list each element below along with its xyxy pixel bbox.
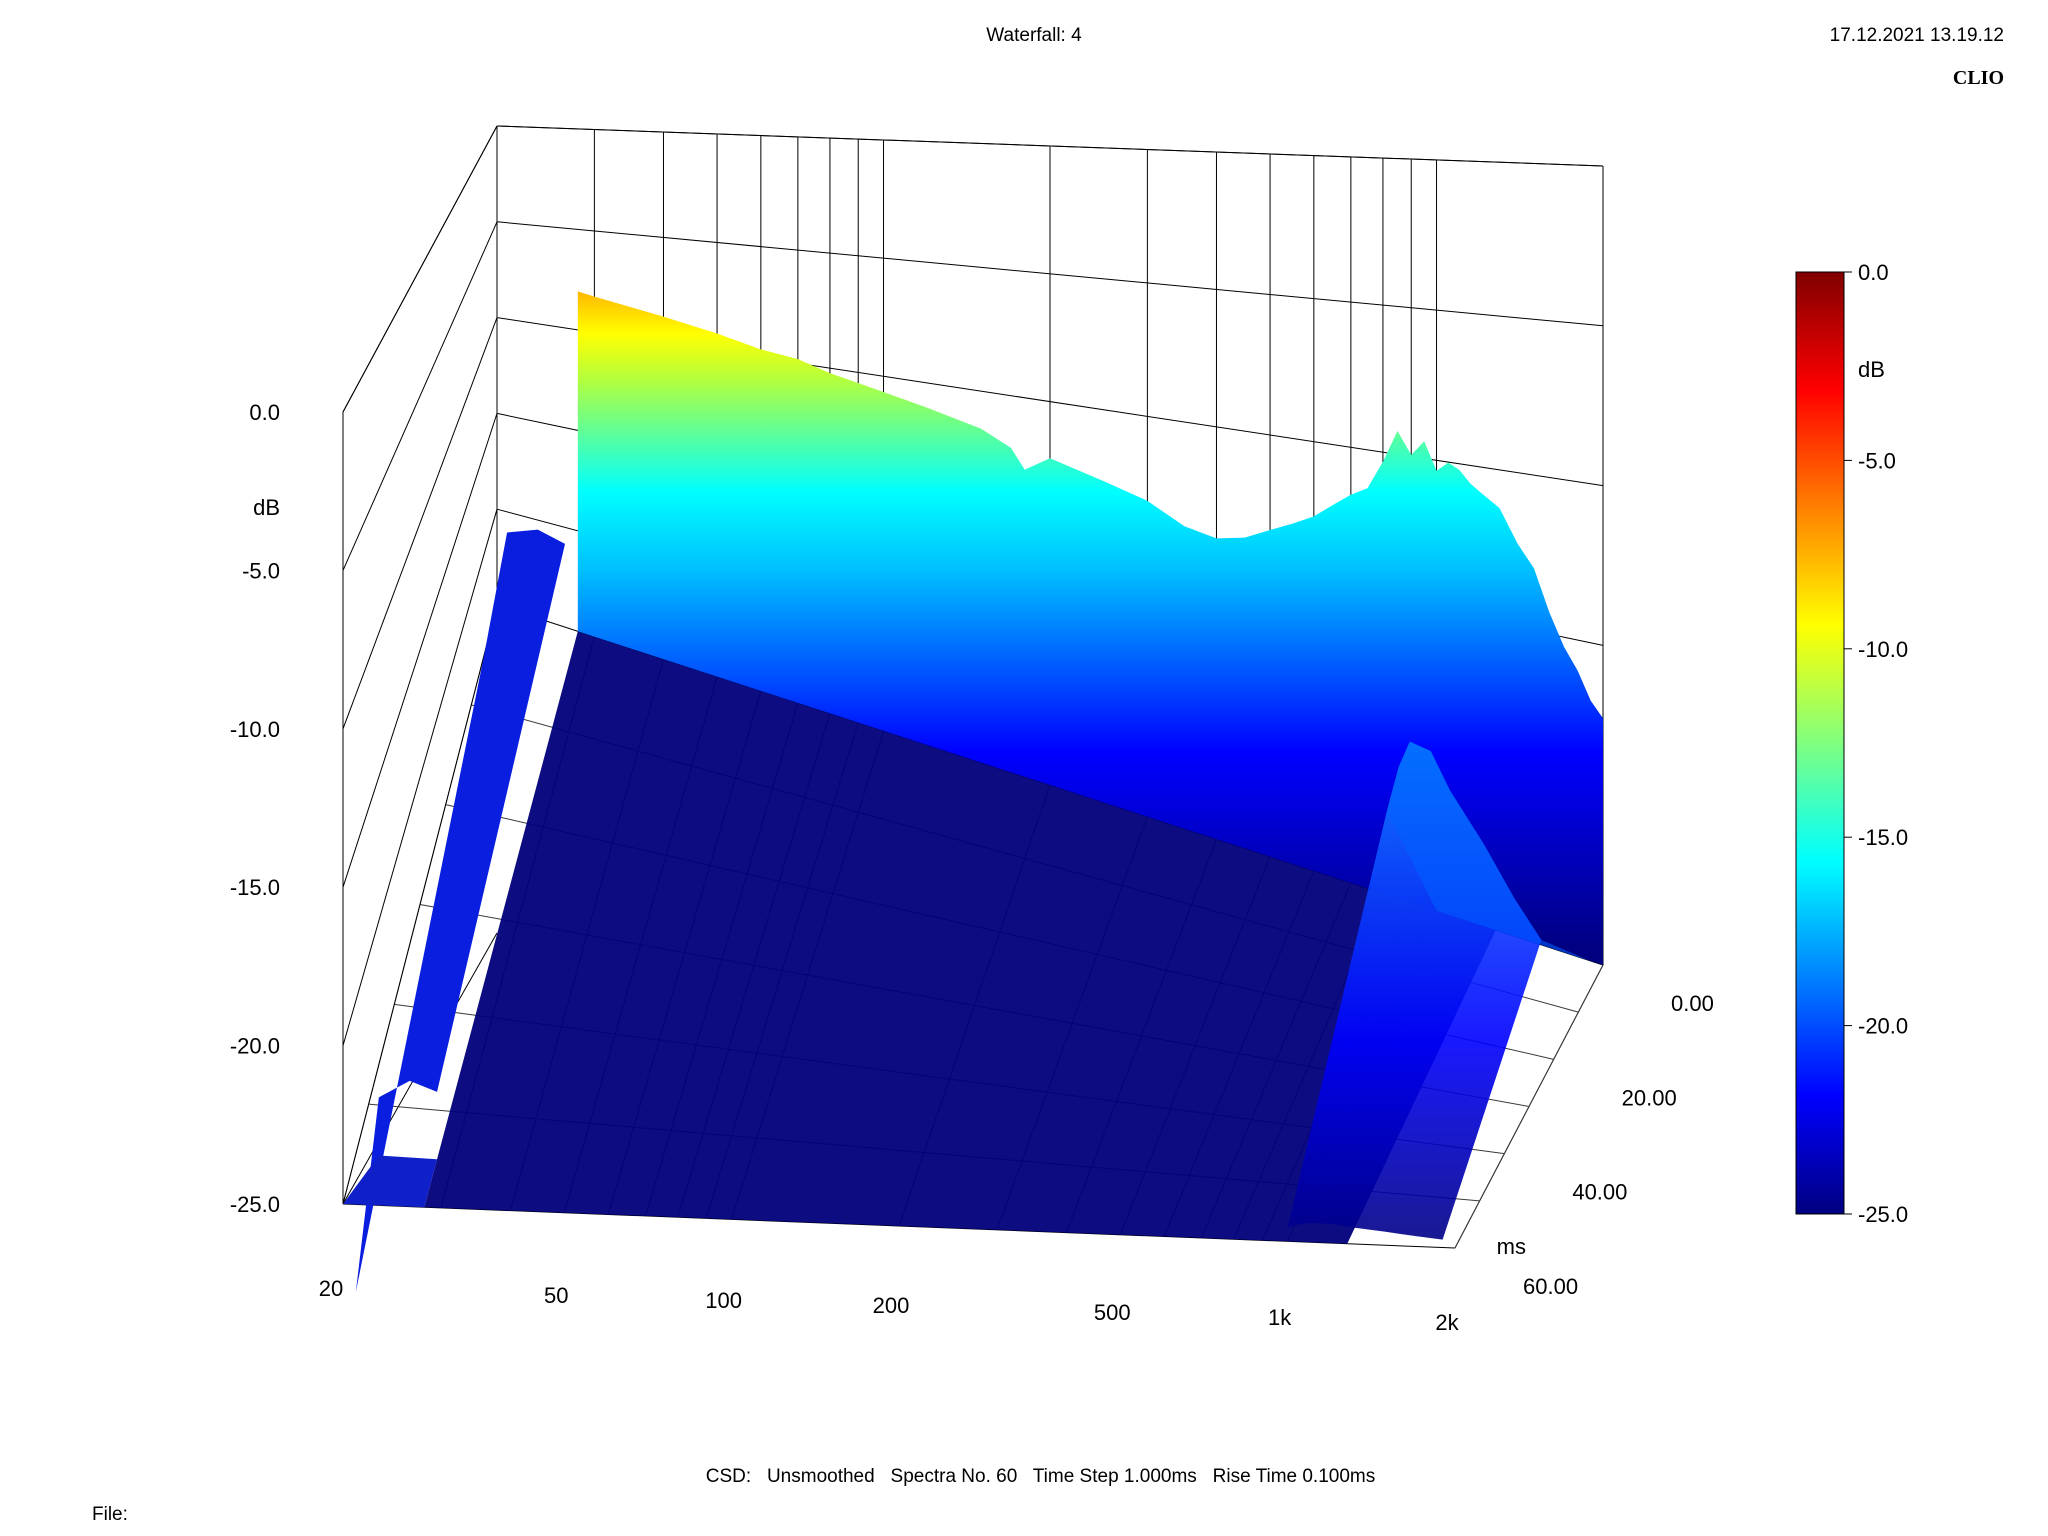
low-frequency-decay <box>355 529 566 1292</box>
colorbar-tick-label: -25.0 <box>1858 1202 1908 1227</box>
x-tick-label: 2k <box>1435 1310 1459 1335</box>
colorbar: 0.0 -5.0 -10.0 -15.0 -20.0 -25.0 dB <box>1795 260 1908 1227</box>
y-axis-label: dB <box>253 495 280 520</box>
y-tick-label: -20.0 <box>230 1034 280 1059</box>
timestamp: 17.12.2021 13.19.12 <box>1829 25 2004 46</box>
side-grid-line <box>342 509 498 1046</box>
side-grid-line <box>342 221 498 571</box>
y-tick-label: -25.0 <box>230 1192 280 1217</box>
side-grid-line <box>342 317 498 729</box>
y-tick-label: -15.0 <box>230 875 280 900</box>
file-label: File: <box>92 1504 128 1525</box>
low-frequency-floor <box>343 1155 438 1208</box>
x-tick-label: 1k <box>1268 1305 1292 1330</box>
z-tick-label: 0.00 <box>1671 991 1714 1016</box>
footer-info: CSD: Unsmoothed Spectra No. 60 Time Step… <box>705 1466 1376 1487</box>
z-tick-label: 40.00 <box>1572 1180 1627 1205</box>
z-tick-label: 60.00 <box>1523 1274 1578 1299</box>
x-tick-label: 50 <box>544 1283 568 1308</box>
side-grid-line <box>342 604 498 1205</box>
z-axis-label: ms <box>1497 1234 1526 1259</box>
z-tick-label: 20.00 <box>1622 1085 1677 1110</box>
clio-brand: CLIO <box>1952 67 2004 89</box>
x-axis-ticks: 20 50 100 200 500 1k 2k <box>319 1276 1460 1335</box>
y-tick-label: -5.0 <box>242 558 280 583</box>
y-axis-ticks: 0.0 -5.0 -10.0 -15.0 -20.0 -25.0 <box>230 400 280 1217</box>
floor-decay-data <box>343 529 1496 1292</box>
side-wall-grid-lines <box>342 125 498 1205</box>
colorbar-tick-label: -15.0 <box>1858 825 1908 850</box>
colorbar-tick-label: 0.0 <box>1858 260 1889 285</box>
colorbar-swatch <box>1795 271 1845 1215</box>
side-grid-line <box>342 413 498 888</box>
side-grid-line <box>342 125 498 413</box>
x-tick-label: 200 <box>873 1293 910 1318</box>
decay-ridge <box>1287 741 1591 1240</box>
floor-decay-band <box>424 631 1496 1244</box>
chart-title: Waterfall: 4 <box>986 25 1082 46</box>
colorbar-ticks: 0.0 -5.0 -10.0 -15.0 -20.0 -25.0 <box>1844 260 1908 1227</box>
y-tick-label: 0.0 <box>249 400 280 425</box>
colorbar-label: dB <box>1858 357 1885 382</box>
colorbar-tick-label: -5.0 <box>1858 448 1896 473</box>
y-tick-label: -10.0 <box>230 717 280 742</box>
z-axis-ticks: 0.00 20.00 40.00 60.00 <box>1523 991 1714 1299</box>
colorbar-tick-label: -10.0 <box>1858 637 1908 662</box>
first-spectrum-surface <box>577 291 1603 965</box>
x-tick-label: 20 <box>319 1276 343 1301</box>
decay-ridge-upper <box>1386 741 1591 961</box>
colorbar-tick-label: -20.0 <box>1858 1014 1908 1039</box>
x-tick-label: 100 <box>705 1288 742 1313</box>
first-spectrum-area <box>577 291 1603 965</box>
x-tick-label: 500 <box>1094 1300 1131 1325</box>
